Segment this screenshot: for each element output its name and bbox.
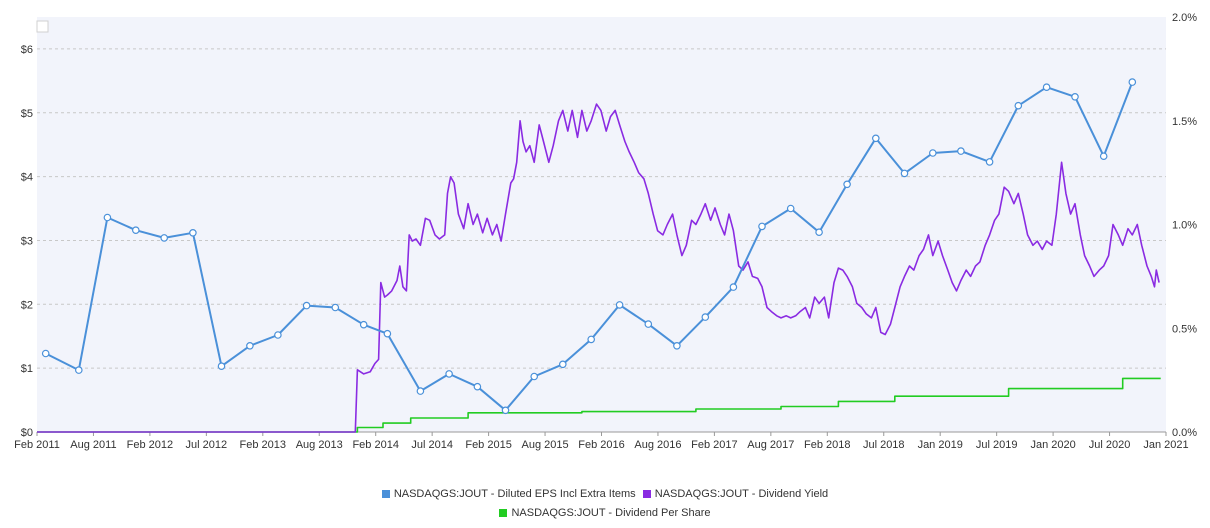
x-tick-label: Feb 2012: [127, 439, 173, 451]
x-tick-label: Feb 2016: [578, 439, 624, 451]
series-line-dps[interactable]: [37, 377, 1161, 433]
x-tick-label: Aug 2017: [747, 439, 794, 451]
legend-label-eps: NASDAQGS:JOUT - Diluted EPS Incl Extra I…: [393, 488, 636, 500]
eps-data-point[interactable]: [302, 301, 311, 310]
legend-swatch-eps: [381, 490, 390, 498]
y-left-tick-label: $5: [21, 108, 33, 120]
plot-area: [37, 17, 1166, 432]
eps-data-point[interactable]: [928, 149, 937, 157]
eps-data-point[interactable]: [103, 213, 112, 222]
eps-data-point[interactable]: [189, 229, 197, 237]
x-tick-label: Aug 2016: [634, 439, 681, 451]
x-tick-label: Feb 2017: [691, 439, 737, 451]
x-tick-label: Aug 2011: [70, 439, 116, 451]
y-right-tick-label: 0.5%: [1172, 323, 1197, 335]
y-left-tick-label: $0: [21, 427, 33, 439]
eps-data-point[interactable]: [786, 204, 795, 213]
legend-swatch-dps: [499, 509, 508, 517]
x-tick-label: Feb 2015: [465, 439, 511, 451]
legend-swatch-yield: [642, 490, 651, 498]
y-right-tick-label: 0.0%: [1172, 427, 1197, 439]
axes: $0 $1 $2 $3 $4 $5 $6 0.0% 0.5% 1.0% 1.5% 2.0% Feb 20…: [14, 12, 1197, 451]
x-tick-label: Jul 2019: [976, 439, 1018, 451]
legend-item-dps[interactable]: NASDAQGS:JOUT - Dividend Per Share: [499, 507, 711, 519]
x-tick-label: Aug 2013: [296, 439, 343, 451]
x-tick-label: Jul 2018: [863, 439, 905, 451]
x-tick-label: Jan 2020: [1030, 439, 1075, 451]
eps-data-point[interactable]: [900, 169, 909, 178]
series-layer: [37, 78, 1161, 433]
eps-data-point[interactable]: [1014, 101, 1023, 110]
y-left-tick-label: $4: [21, 172, 33, 184]
eps-data-point[interactable]: [729, 283, 738, 291]
x-tick-label: Feb 2018: [804, 439, 850, 451]
legend-row-1: NASDAQGS:JOUT - Diluted EPS Incl Extra I…: [0, 488, 1210, 501]
eps-data-point[interactable]: [530, 372, 539, 381]
eps-data-point[interactable]: [1042, 83, 1051, 92]
y-right-tick-label: 2.0%: [1172, 12, 1197, 24]
eps-data-point[interactable]: [843, 180, 851, 189]
eps-data-point[interactable]: [75, 366, 83, 374]
legend-item-yield[interactable]: NASDAQGS:JOUT - Dividend Yield: [642, 488, 829, 500]
x-tick-label: Feb 2014: [352, 439, 398, 451]
x-tick-label: Feb 2013: [240, 439, 286, 451]
eps-data-point[interactable]: [815, 228, 823, 237]
series-line-yield[interactable]: [37, 103, 1160, 433]
eps-data-point[interactable]: [673, 341, 681, 350]
chart-canvas: $0 $1 $2 $3 $4 $5 $6 0.0% 0.5% 1.0% 1.5% 2.0% Feb 20…: [14, 12, 1197, 451]
eps-data-point[interactable]: [331, 303, 340, 312]
eps-data-point[interactable]: [501, 406, 510, 415]
eps-data-point[interactable]: [445, 370, 453, 378]
eps-data-point[interactable]: [132, 226, 140, 235]
eps-data-point[interactable]: [644, 320, 653, 328]
eps-data-point[interactable]: [383, 329, 392, 338]
eps-data-point[interactable]: [1071, 93, 1079, 101]
eps-data-point[interactable]: [41, 349, 50, 358]
y-left-tick-label: $3: [21, 235, 33, 247]
legend-label-dps: NASDAQGS:JOUT - Dividend Per Share: [511, 507, 711, 519]
eps-data-point[interactable]: [160, 234, 169, 242]
eps-data-point[interactable]: [473, 382, 482, 391]
y-right-tick-label: 1.0%: [1172, 220, 1197, 232]
eps-data-point[interactable]: [558, 360, 567, 369]
eps-data-point[interactable]: [217, 362, 226, 371]
eps-data-point[interactable]: [758, 222, 766, 231]
eps-data-point[interactable]: [359, 320, 368, 329]
x-tick-label: Jan 2019: [918, 439, 963, 451]
eps-data-point[interactable]: [701, 313, 710, 321]
legend-row-2: NASDAQGS:JOUT - Dividend Per Share: [0, 507, 1210, 520]
eps-data-point[interactable]: [615, 301, 624, 309]
checkbox-icon[interactable]: [36, 20, 49, 33]
eps-data-point[interactable]: [416, 387, 425, 395]
x-tick-label: Jul 2012: [186, 439, 228, 451]
y-left-tick-label: $1: [21, 363, 33, 375]
eps-data-point[interactable]: [274, 331, 282, 339]
y-right-tick-label: 1.5%: [1172, 116, 1197, 128]
legend-item-eps[interactable]: NASDAQGS:JOUT - Diluted EPS Incl Extra I…: [381, 488, 636, 500]
legend-label-yield: NASDAQGS:JOUT - Dividend Yield: [654, 488, 829, 500]
x-tick-label: Jul 2014: [411, 439, 453, 451]
x-tick-label: Jul 2020: [1089, 439, 1131, 451]
eps-data-point[interactable]: [871, 134, 880, 143]
x-tick-label: Aug 2015: [521, 439, 568, 451]
y-left-tick-label: $2: [21, 299, 33, 311]
eps-data-point[interactable]: [1128, 78, 1137, 86]
x-tick-label: Jan 2021: [1143, 439, 1188, 451]
eps-data-point[interactable]: [246, 341, 254, 350]
eps-data-point[interactable]: [985, 158, 994, 166]
y-left-tick-label: $6: [21, 44, 33, 56]
eps-data-point[interactable]: [1099, 152, 1108, 161]
eps-data-point[interactable]: [957, 147, 965, 155]
x-tick-label: Feb 2011: [14, 439, 60, 451]
eps-data-point[interactable]: [587, 335, 596, 344]
